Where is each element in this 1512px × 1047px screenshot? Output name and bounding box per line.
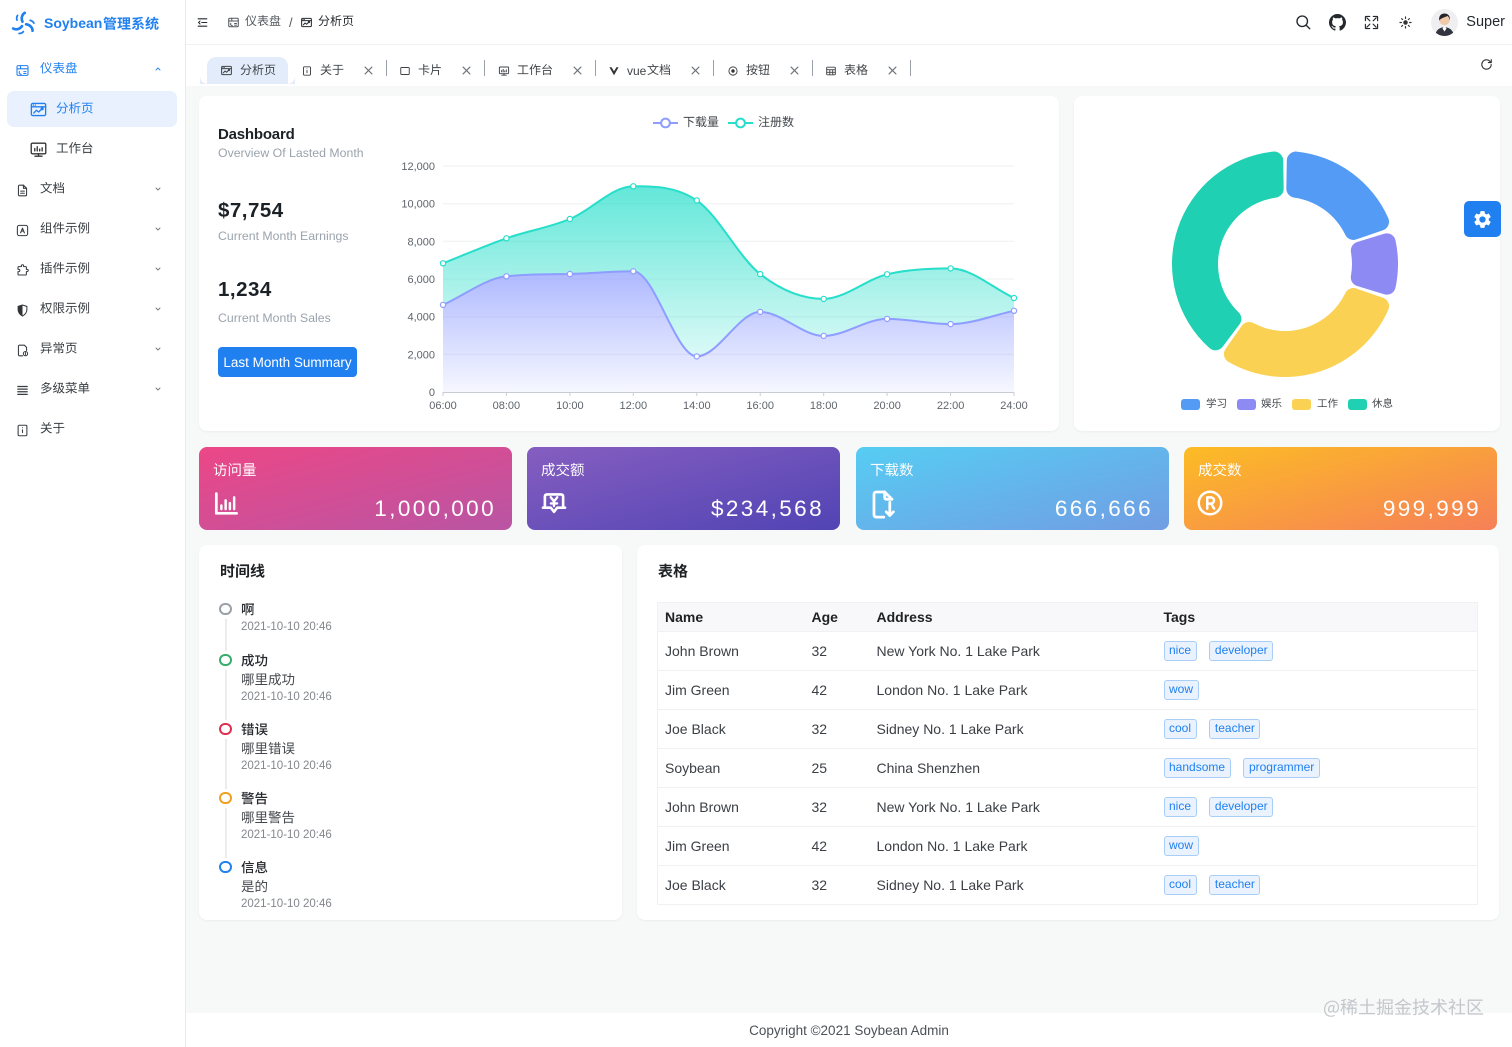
svg-text:6,000: 6,000 (407, 274, 435, 286)
svg-text:4,000: 4,000 (407, 312, 435, 324)
svg-text:2,000: 2,000 (407, 349, 435, 361)
svg-text:10,000: 10,000 (401, 199, 435, 211)
svg-text:12:00: 12:00 (620, 400, 648, 412)
svg-text:8,000: 8,000 (407, 236, 435, 248)
svg-text:06:00: 06:00 (429, 400, 457, 412)
svg-text:12,000: 12,000 (401, 161, 435, 173)
svg-text:08:00: 08:00 (493, 400, 521, 412)
svg-text:14:00: 14:00 (683, 400, 711, 412)
svg-text:22:00: 22:00 (937, 400, 965, 412)
svg-text:18:00: 18:00 (810, 400, 838, 412)
svg-text:0: 0 (429, 387, 435, 399)
svg-text:20:00: 20:00 (873, 400, 901, 412)
svg-text:10:00: 10:00 (556, 400, 584, 412)
svg-text:24:00: 24:00 (1000, 400, 1028, 412)
svg-text:16:00: 16:00 (746, 400, 774, 412)
